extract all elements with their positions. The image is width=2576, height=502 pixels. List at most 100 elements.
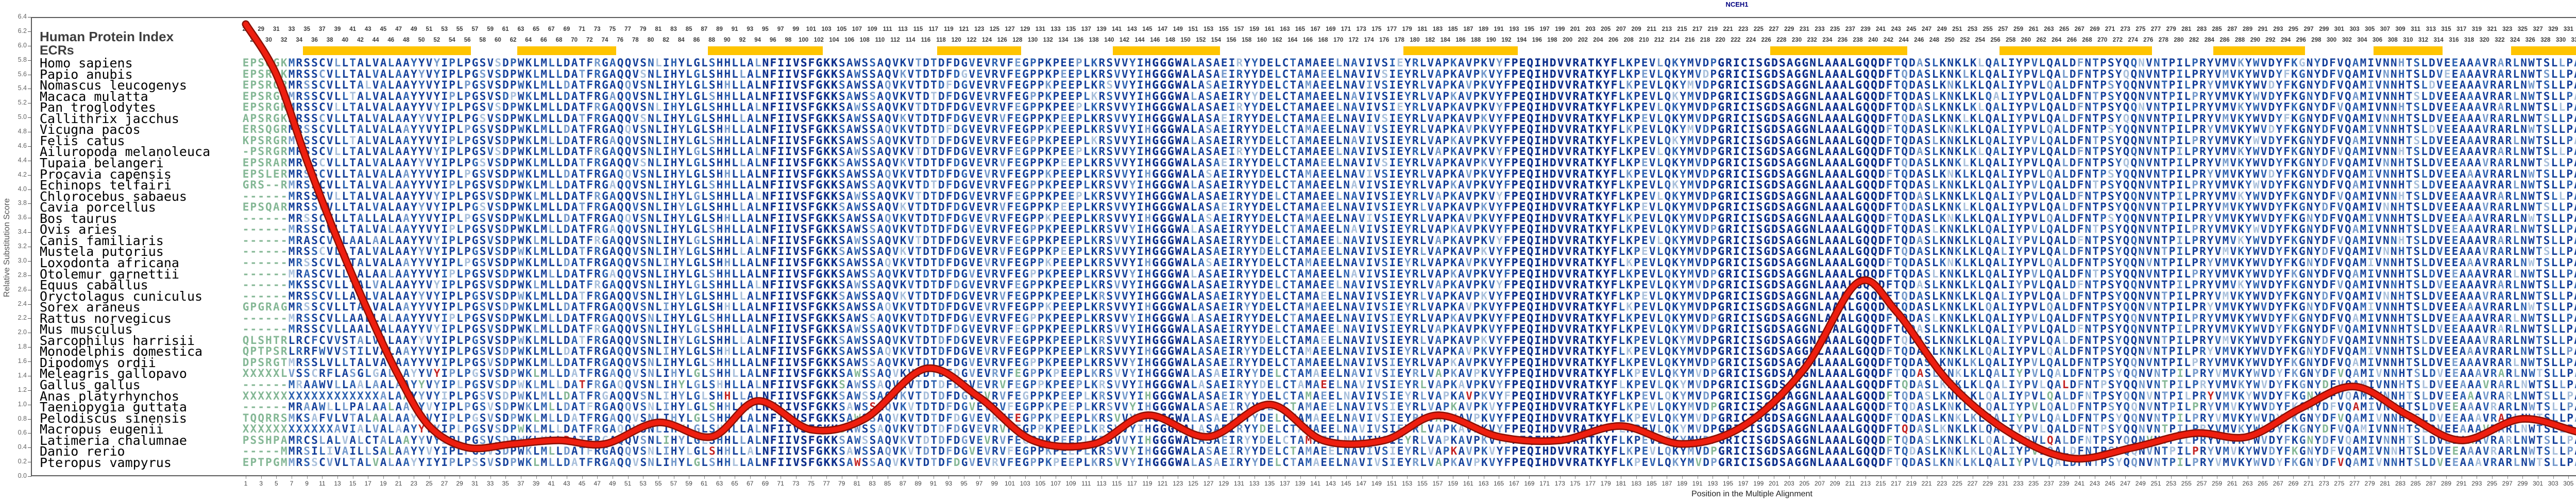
x-tick-label: 3 (259, 480, 263, 487)
human-index-number: 47 (395, 26, 402, 32)
human-index-number: 167 (1310, 26, 1320, 32)
human-index-number: 194 (1517, 37, 1527, 43)
human-index-number: 129 (1020, 26, 1030, 32)
human-index-number: 111 (883, 26, 892, 32)
x-tick-label: 155 (1417, 480, 1428, 487)
human-index-number: 79 (639, 26, 647, 32)
human-index-number: 76 (617, 37, 624, 43)
human-index-number: 202 (1578, 37, 1588, 43)
human-index-number: 298 (2311, 37, 2321, 43)
x-tick-label: 303 (2548, 480, 2558, 487)
human-index-number: 103 (821, 26, 832, 32)
human-index-number: 317 (2456, 26, 2467, 32)
x-tick-label: 191 (1692, 480, 1703, 487)
human-index-number: 42 (357, 37, 364, 43)
x-tick-label: 79 (838, 480, 845, 487)
human-index-number: 136 (1073, 37, 1084, 43)
x-tick-label: 127 (1203, 480, 1214, 487)
y-tick-label: 3.2 (18, 243, 27, 250)
species-name: Canis familiaris (40, 233, 164, 248)
ecr-bar (1403, 46, 1518, 55)
human-index-number: 130 (1027, 37, 1038, 43)
human-index-number: 322 (2495, 37, 2505, 43)
human-index-number: 171 (1341, 26, 1351, 32)
human-index-number: 39 (334, 26, 341, 32)
human-index-number: 254 (1975, 37, 1985, 43)
human-index-number: 81 (655, 26, 662, 32)
y-tick-label: 3.8 (18, 199, 27, 207)
human-index-number: 273 (2120, 26, 2130, 32)
human-index-number: 271 (2105, 26, 2115, 32)
sequence-row: EPSRGKMRSSCVLLTALVALAAYYVYIPLPGSVSDPWKLM… (242, 101, 2576, 114)
x-tick-label: 135 (1264, 480, 1275, 487)
human-index-number: 158 (1242, 37, 1252, 43)
x-tick-label: 131 (1233, 480, 1244, 487)
x-tick-label: 277 (2349, 480, 2360, 487)
human-index-number: 109 (867, 26, 877, 32)
sequence-row: EPSRARMRSSCVLLTALVALAAYYVYIPLPGSVSDPWKLM… (242, 157, 2576, 169)
human-index-number: 240 (1868, 37, 1878, 43)
human-index-number: 117 (928, 26, 938, 32)
x-tick-label: 77 (823, 480, 830, 487)
human-index-number: 231 (1799, 26, 1809, 32)
human-index-number: 165 (1295, 26, 1306, 32)
human-index-number: 164 (1287, 37, 1298, 43)
x-tick-label: 91 (930, 480, 937, 487)
human-index-number: 66 (540, 37, 547, 43)
sequence-row: -PSRGRMRSSCVLLTALVALAAYYVYIPLPGSVSDPWKLM… (242, 145, 2576, 158)
x-tick-label: 207 (1814, 480, 1825, 487)
species-name: Vicugna pacos (40, 122, 141, 137)
x-tick-label: 43 (563, 480, 570, 487)
human-index-number: 153 (1204, 26, 1214, 32)
human-index-number: 137 (1081, 26, 1091, 32)
species-name: Pteropus vampyrus (40, 455, 172, 470)
human-index-number: 140 (1104, 37, 1114, 43)
x-tick-label: 99 (991, 480, 998, 487)
y-tick-label: 0.2 (18, 458, 27, 465)
x-tick-mark (1422, 476, 1423, 479)
y-tick-mark (28, 433, 31, 434)
human-index-number: 74 (601, 37, 608, 43)
human-index-number: 204 (1593, 37, 1603, 43)
human-index-number: 115 (913, 26, 923, 32)
y-tick-mark (28, 117, 31, 118)
human-index-number: 72 (586, 37, 593, 43)
human-index-number: 268 (2082, 37, 2092, 43)
x-tick-mark (1789, 476, 1790, 479)
human-index-number: 125 (989, 26, 999, 32)
x-tick-mark (2568, 476, 2569, 479)
plot-title: NCEH1 (1725, 1, 1749, 8)
x-tick-label: 95 (960, 480, 968, 487)
x-tick-label: 247 (2120, 480, 2131, 487)
x-tick-label: 153 (1402, 480, 1413, 487)
human-index-number: 31 (273, 26, 280, 32)
species-name: Otolemur garnettii (40, 266, 179, 282)
human-index-number: 286 (2219, 37, 2230, 43)
species-name: Gallus gallus (40, 377, 141, 392)
y-tick-label: 3.6 (18, 214, 27, 221)
human-index-number: 168 (1318, 37, 1328, 43)
human-index-number: 210 (1639, 37, 1649, 43)
human-index-number: 159 (1249, 26, 1260, 32)
human-index-number: 122 (967, 37, 977, 43)
human-index-number: 190 (1486, 37, 1496, 43)
human-index-number: 71 (579, 26, 585, 32)
human-index-number: 142 (1119, 37, 1129, 43)
ecr-bar (517, 46, 617, 55)
x-tick-label: 259 (2212, 480, 2223, 487)
human-index-number: 305 (2365, 26, 2375, 32)
human-index-number: 275 (2136, 26, 2146, 32)
human-index-number: 258 (2006, 37, 2016, 43)
x-tick-mark (628, 476, 629, 479)
human-index-number: 86 (693, 37, 700, 43)
human-index-number: 151 (1188, 26, 1198, 32)
x-tick-mark (1300, 476, 1301, 479)
x-tick-label: 27 (440, 480, 448, 487)
sequence-row: ------MRSSCVLLAALLALAAYYVYIPLPGSVSDPWKLM… (242, 311, 2576, 324)
x-tick-label: 125 (1188, 480, 1198, 487)
human-index-number: 321 (2487, 26, 2497, 32)
species-name: Pelodiscus sinensis (40, 410, 187, 426)
human-index-number: 78 (632, 37, 639, 43)
species-name: Sorex araneus (40, 300, 141, 315)
